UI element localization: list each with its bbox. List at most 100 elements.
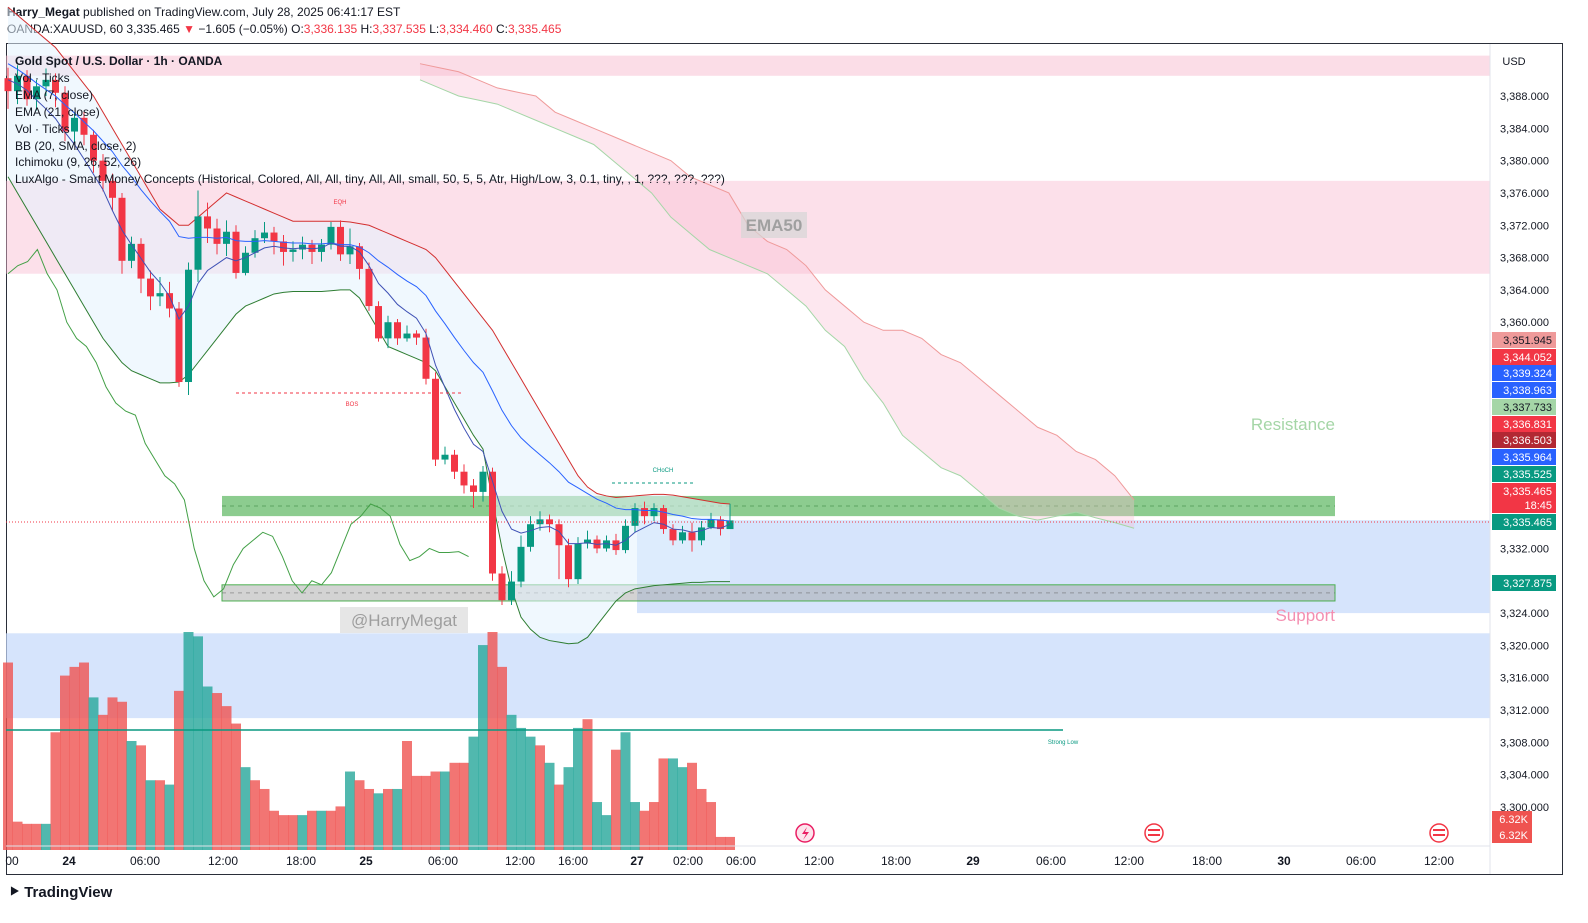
price-label: 3,335.525 — [1503, 469, 1552, 481]
candle-body — [650, 508, 658, 517]
price-tick-label: 3,372.000 — [1500, 220, 1549, 232]
close-value: 3,335.465 — [508, 22, 562, 36]
price-tick-label: 3,380.000 — [1500, 156, 1549, 168]
legend-item[interactable]: Vol · Ticks — [15, 70, 70, 85]
tradingview-logo[interactable]: ⯈ TradingView — [8, 884, 112, 901]
volume-bar — [440, 771, 450, 850]
volume-bar — [430, 771, 441, 850]
candle-body — [394, 322, 401, 339]
legend-item[interactable]: Ichimoku (9, 26, 52, 26) — [15, 155, 142, 170]
price-label-bg — [1492, 466, 1556, 482]
candle-body — [698, 527, 705, 541]
volume-bar — [278, 815, 289, 850]
volume-bar — [221, 706, 232, 850]
volume-bar — [573, 727, 583, 850]
choch-label: CHoCH — [653, 468, 674, 474]
us-flag-event-icon[interactable] — [1144, 823, 1164, 843]
ichimoku-cloud-layer — [7, 63, 1135, 598]
legend-item[interactable]: EMA (21, close) — [15, 104, 100, 119]
price-label-bg — [1492, 416, 1556, 432]
demand-zone-lower — [6, 633, 1490, 719]
close-label: C: — [496, 22, 508, 36]
price-label-bg — [1492, 382, 1556, 398]
time-tick-label: 06:00 — [726, 854, 756, 868]
candle-body — [375, 306, 382, 339]
candle-body — [489, 471, 496, 574]
volume-bar — [3, 662, 13, 850]
legend-item[interactable]: LuxAlgo - Smart Money Concepts (Historic… — [15, 172, 725, 187]
time-tick-label: 18:00 — [1192, 854, 1222, 868]
candle-body — [726, 520, 734, 530]
candle-body — [299, 244, 306, 250]
candle-body — [346, 246, 354, 255]
price-tick-label: 3,384.000 — [1500, 123, 1549, 135]
candle-body — [707, 519, 715, 528]
time-tick-label: 06:00 — [1346, 854, 1376, 868]
time-tick-label: 06:00 — [130, 854, 160, 868]
us-flag-stripe — [1433, 834, 1445, 836]
volume-bar — [687, 762, 697, 850]
candle-body — [631, 508, 639, 526]
volume-bar — [620, 732, 631, 850]
price-label-bg — [1492, 575, 1556, 591]
candle-body — [641, 508, 648, 517]
candle-body — [213, 228, 221, 244]
price-label: 3,344.052 — [1503, 352, 1552, 364]
time-tick-label: 12:00 — [1424, 854, 1454, 868]
volume-bar — [326, 810, 336, 850]
candle-body — [508, 581, 515, 601]
low-value: 3,334.460 — [439, 22, 493, 36]
volume-bar — [231, 723, 241, 850]
us-flag-event-icon[interactable] — [1429, 823, 1449, 843]
time-tick-label: 06:00 — [428, 854, 458, 868]
candle-body — [175, 308, 183, 383]
watermark-bg — [340, 607, 468, 633]
price-label: 3,336.503 — [1503, 435, 1552, 447]
legend-title[interactable]: Gold Spot / U.S. Dollar · 1h · OANDA — [15, 54, 223, 68]
legend-item[interactable]: BB (20, SMA, close, 2) — [15, 138, 137, 153]
volume-label: 6.32K — [1499, 814, 1528, 826]
volume-bar — [364, 788, 374, 850]
senkou-span-a — [419, 79, 1135, 529]
price-tick-label: 3,368.000 — [1500, 253, 1549, 265]
indicator-legend: Gold Spot / U.S. Dollar · 1h · OANDA Vol… — [15, 53, 725, 188]
candle-body — [432, 378, 439, 460]
candle-body — [61, 92, 69, 132]
candle-body — [156, 293, 164, 297]
strong-low-label: Strong Low — [1048, 740, 1079, 746]
eqh-label: EQH — [333, 200, 346, 206]
candle-body — [337, 226, 344, 255]
price-label-bg — [1492, 399, 1556, 415]
volume-bar — [345, 771, 355, 850]
high-value: 3,337.535 — [372, 22, 426, 36]
watermark: @HarryMegat — [351, 611, 457, 630]
candle-body — [384, 322, 392, 339]
volume-bar — [297, 815, 308, 850]
volume-bar — [136, 745, 146, 850]
support-label: Support — [1275, 606, 1335, 625]
legend-item[interactable]: Vol · Ticks — [15, 121, 70, 136]
candle-body — [128, 243, 135, 261]
volume-bar — [269, 810, 279, 850]
price-tick-label: 3,308.000 — [1500, 737, 1549, 749]
volume-bar — [212, 693, 222, 850]
volume-bar — [288, 815, 298, 850]
open-value: 3,336.135 — [303, 22, 358, 36]
candle-body — [147, 278, 154, 297]
bollinger-upper — [7, 6, 731, 505]
volume-bar — [392, 788, 403, 850]
author-name[interactable]: Harry_Megat — [7, 5, 80, 19]
ema50-label-bg — [741, 212, 807, 238]
legend-item[interactable]: EMA (7, close) — [15, 87, 94, 102]
price-tick-label: 3,332.000 — [1500, 543, 1549, 555]
volume-bar — [12, 821, 23, 850]
chikou-span — [7, 248, 469, 598]
candle-body — [451, 454, 458, 472]
price-label: 3,338.963 — [1503, 385, 1552, 397]
bollinger-lower — [7, 176, 730, 645]
price-label-bg — [1492, 497, 1556, 513]
volume-bar — [155, 780, 165, 850]
candle-body — [441, 454, 449, 460]
price-label-bg — [1492, 514, 1556, 530]
